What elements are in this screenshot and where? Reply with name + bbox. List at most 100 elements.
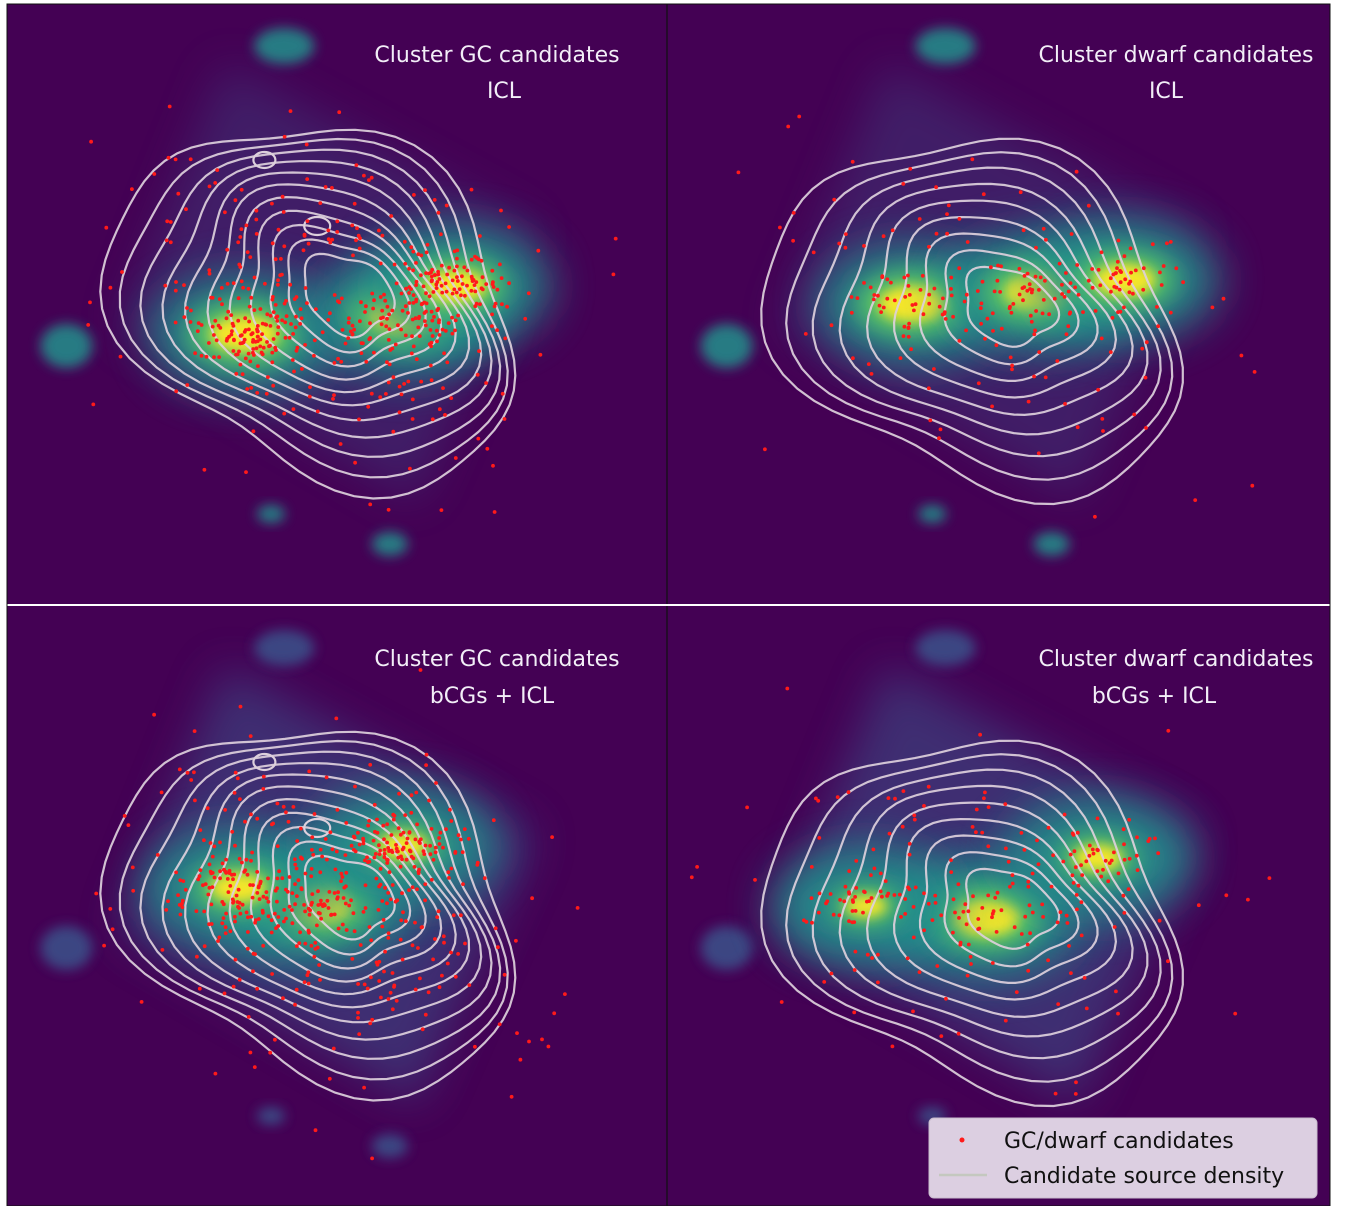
candidate-point [1055, 920, 1060, 925]
candidate-point [224, 338, 229, 343]
candidate-point [404, 286, 408, 291]
candidate-point [185, 770, 190, 775]
candidate-point [1011, 302, 1016, 306]
candidate-point [216, 939, 220, 943]
candidate-point [444, 289, 449, 294]
candidate-point [268, 343, 272, 348]
candidate-point [868, 285, 873, 290]
candidate-point [324, 775, 329, 780]
candidate-point [367, 337, 372, 342]
candidate-point [226, 890, 231, 894]
candidate-point [357, 417, 361, 422]
candidate-point [969, 962, 973, 966]
candidate-point [282, 244, 287, 249]
candidate-point [221, 916, 226, 920]
candidate-point [922, 891, 926, 896]
candidate-point [438, 830, 443, 835]
candidate-point [463, 293, 467, 298]
candidate-point [1166, 959, 1170, 964]
candidate-point [286, 819, 291, 824]
candidate-point [540, 1037, 544, 1042]
candidate-point [420, 1027, 425, 1032]
candidate-point [1022, 274, 1027, 278]
candidate-point [298, 826, 303, 831]
candidate-point [335, 219, 340, 224]
candidate-point [390, 1007, 395, 1012]
candidate-point [927, 292, 932, 297]
candidate-point [344, 928, 349, 932]
candidate-point [212, 844, 217, 849]
candidate-point [311, 852, 316, 857]
candidate-point [283, 335, 288, 340]
candidate-point [394, 998, 399, 1003]
candidate-point [236, 296, 241, 301]
candidate-point [469, 288, 474, 293]
candidate-point [352, 327, 356, 332]
candidate-point [299, 316, 304, 321]
candidate-point [168, 220, 173, 224]
candidate-point [335, 230, 340, 234]
candidate-point [394, 846, 399, 851]
contour-level-7 [943, 249, 1080, 366]
candidate-point [399, 291, 404, 296]
candidate-point [354, 163, 359, 168]
candidate-point [445, 272, 450, 277]
candidate-point [276, 915, 281, 919]
candidate-point [177, 767, 182, 772]
candidate-point [892, 893, 897, 897]
candidate-point [392, 985, 396, 989]
candidate-point [946, 203, 951, 208]
candidate-point [439, 508, 444, 512]
candidate-point [502, 972, 507, 977]
candidate-point [223, 925, 228, 930]
panel-title-line-2: bCGs + ICL [430, 684, 555, 709]
candidate-point [166, 155, 171, 160]
candidate-point [327, 890, 332, 894]
candidate-point [849, 310, 854, 315]
candidate-point [282, 908, 287, 912]
candidate-point [160, 948, 165, 952]
candidate-point [905, 956, 910, 961]
candidate-point [433, 937, 437, 941]
candidate-point [240, 341, 245, 345]
candidate-point [1070, 873, 1075, 878]
candidate-point [990, 961, 995, 965]
candidate-point [308, 908, 312, 913]
candidate-point [432, 198, 437, 202]
candidate-point [352, 835, 357, 840]
candidate-point [269, 930, 274, 935]
candidate-point [318, 847, 323, 852]
density-blob-1 [700, 324, 753, 368]
candidate-point [251, 429, 256, 434]
candidate-point [233, 919, 237, 924]
candidate-point [459, 913, 463, 918]
candidate-point [244, 910, 249, 915]
candidate-point [1038, 275, 1043, 280]
candidate-point [426, 990, 431, 995]
candidate-point [986, 844, 991, 849]
candidate-point [378, 295, 383, 299]
candidate-point [546, 1044, 551, 1049]
contour-level-4 [184, 773, 483, 1024]
candidate-point [307, 769, 312, 774]
candidate-point [365, 986, 370, 991]
candidate-point [1051, 853, 1055, 858]
candidate-point [1168, 310, 1173, 315]
candidate-point [383, 886, 387, 890]
candidate-point [990, 404, 994, 409]
candidate-point [340, 875, 345, 879]
candidate-point [233, 957, 238, 962]
candidate-point [980, 279, 985, 284]
candidate-point [1019, 831, 1024, 835]
candidate-point [1061, 859, 1066, 864]
candidate-point [293, 1002, 297, 1007]
candidate-point [447, 265, 451, 270]
candidate-point [434, 282, 439, 287]
candidate-point [1034, 309, 1038, 313]
candidate-point [207, 885, 212, 890]
contour-inner-loop-0 [252, 150, 277, 170]
candidate-point [1062, 295, 1067, 299]
candidate-point [913, 302, 918, 307]
candidate-point [1126, 887, 1131, 892]
candidate-point [407, 888, 411, 892]
